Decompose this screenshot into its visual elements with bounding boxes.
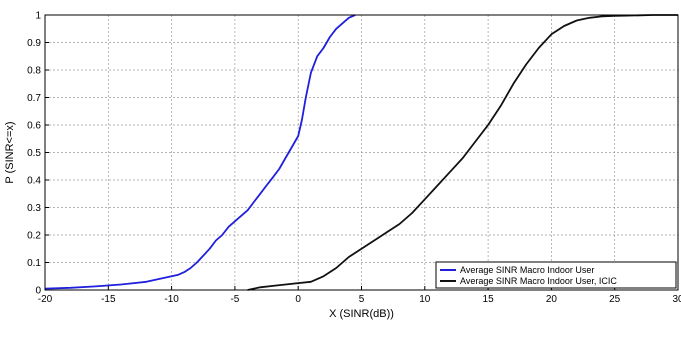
legend-label-1: Average SINR Macro Indoor User, ICIC (460, 276, 617, 286)
y-tick-label: 1 (35, 11, 41, 22)
grid (45, 15, 678, 290)
x-tick-label: 15 (483, 294, 495, 305)
y-tick-label: 0.9 (27, 38, 41, 49)
series-line-1 (247, 14, 678, 291)
x-tick-label: 10 (419, 294, 431, 305)
y-tick-label: 0.6 (27, 121, 41, 132)
y-tick-label: 0.5 (27, 148, 41, 159)
y-tick-label: 0.1 (27, 258, 41, 269)
y-tick-label: 0 (35, 286, 41, 297)
x-tick-label: -20 (38, 294, 53, 305)
x-tick-label: 5 (359, 294, 365, 305)
y-tick-label: 0.8 (27, 66, 41, 77)
series-line-0 (44, 14, 356, 290)
x-tick-label: -15 (101, 294, 116, 305)
legend-label-0: Average SINR Macro Indoor User (460, 265, 594, 275)
x-tick-label: -10 (164, 294, 179, 305)
x-tick-label: 20 (546, 294, 558, 305)
series-group (44, 14, 678, 291)
tick-group: -20 -15 -10 -5 0 5 10 15 20 25 30 0 0.1 0.2 0.3 0.4 0.5 0… (27, 11, 681, 306)
x-tick-label: -5 (230, 294, 239, 305)
legend-box (435, 261, 677, 289)
x-tick-label: 0 (295, 294, 301, 305)
y-axis-label: P (SINR<=x) (4, 121, 16, 183)
y-tick-label: 0.4 (27, 176, 41, 187)
y-tick-label: 0.2 (27, 231, 41, 242)
x-axis-label: X (SINR(dB)) (329, 308, 394, 320)
x-tick-label: 25 (609, 294, 621, 305)
y-tick-label: 0.3 (27, 203, 41, 214)
x-tick-label: 30 (672, 294, 681, 305)
y-tick-label: 0.7 (27, 93, 41, 104)
legend: Average SINR Macro Indoor User Average S… (435, 261, 677, 289)
